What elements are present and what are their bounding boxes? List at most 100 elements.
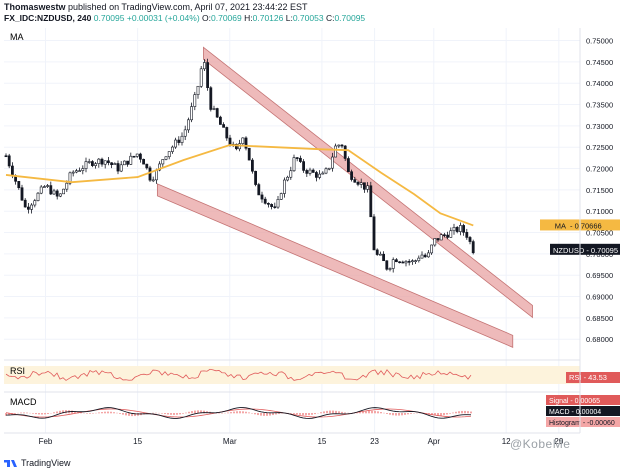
macd-histogram-bar bbox=[368, 410, 370, 414]
macd-histogram-bar bbox=[365, 411, 367, 414]
candle-body bbox=[219, 116, 222, 125]
macd-histogram-bar bbox=[110, 411, 112, 414]
candle-body bbox=[209, 87, 213, 110]
candle-body bbox=[318, 173, 322, 178]
candle-body bbox=[36, 192, 40, 201]
candle-body bbox=[321, 172, 325, 175]
candle-body bbox=[206, 62, 210, 88]
publish-info: published on TradingView.com, April 07, … bbox=[68, 2, 308, 12]
macd-histogram-bar bbox=[326, 410, 328, 414]
macd-histogram-bar bbox=[56, 411, 58, 414]
candle-body bbox=[295, 157, 299, 159]
candle-body bbox=[222, 124, 226, 128]
candle-body bbox=[353, 179, 357, 183]
y-tick-label: 0.71500 bbox=[586, 186, 613, 195]
watermark-text: @KobeMe bbox=[510, 437, 571, 451]
x-tick-label: Feb bbox=[39, 437, 53, 446]
macd-histogram-bar bbox=[437, 413, 439, 416]
macd-histogram-bar bbox=[182, 413, 184, 414]
candle-body bbox=[139, 153, 142, 160]
symbol-header: FX_IDC:NZDUSD, 240 0.70095 +0.00031 (+0.… bbox=[4, 13, 365, 23]
high-label: H: bbox=[244, 13, 253, 23]
tradingview-brand: TradingView bbox=[21, 458, 71, 468]
candle-body bbox=[58, 193, 62, 197]
macd-histogram-bar bbox=[200, 410, 202, 414]
macd-histogram-bar bbox=[35, 413, 37, 415]
tradingview-logo[interactable]: TradingView bbox=[4, 458, 71, 468]
y-tick-label: 0.72000 bbox=[586, 165, 613, 174]
candle-body bbox=[286, 176, 290, 181]
candle-body bbox=[167, 151, 171, 158]
candle-body bbox=[119, 164, 123, 172]
last-price-tag bbox=[550, 243, 620, 255]
candle-body bbox=[276, 199, 280, 208]
candle-body bbox=[311, 169, 315, 173]
candle-body bbox=[302, 161, 306, 171]
macd-histogram-bar bbox=[254, 413, 256, 415]
rsi-line bbox=[5, 368, 472, 381]
macd-histogram-bar bbox=[371, 410, 373, 414]
candle-body bbox=[417, 257, 421, 261]
candle-body bbox=[350, 171, 354, 180]
tradingview-icon bbox=[4, 459, 17, 467]
macd-histogram-bar bbox=[386, 413, 388, 414]
candle-body bbox=[426, 252, 430, 258]
candle-body bbox=[11, 165, 14, 176]
candle-body bbox=[241, 137, 245, 144]
x-tick-label: 15 bbox=[133, 437, 142, 446]
macd-histogram-bar bbox=[14, 413, 16, 414]
macd-histogram-bar bbox=[464, 410, 466, 414]
candle-body bbox=[471, 241, 475, 254]
candle-body bbox=[110, 162, 114, 165]
candle-body bbox=[257, 184, 261, 196]
low-value: 0.70053 bbox=[292, 13, 324, 23]
candle-body bbox=[327, 167, 331, 170]
lower-channel-band[interactable] bbox=[156, 183, 514, 348]
candle-body bbox=[270, 204, 274, 207]
macd-histogram-bar bbox=[299, 413, 301, 415]
candle-body bbox=[439, 234, 443, 241]
candle-body bbox=[404, 261, 408, 264]
candle-body bbox=[94, 163, 98, 166]
x-tick-label: 15 bbox=[317, 437, 326, 446]
candle-body bbox=[359, 182, 363, 185]
macd-histogram-bar bbox=[407, 413, 409, 415]
y-tick-label: 0.73500 bbox=[586, 101, 613, 110]
candle-body bbox=[103, 160, 107, 165]
macd-histogram-bar bbox=[275, 413, 277, 415]
macd-histogram-bar bbox=[32, 413, 34, 414]
macd-histogram-bar bbox=[92, 413, 94, 414]
candle-body bbox=[334, 145, 338, 158]
candle-body bbox=[337, 144, 341, 147]
candle-body bbox=[142, 158, 146, 165]
candle-body bbox=[391, 259, 395, 269]
candle-body bbox=[148, 167, 152, 181]
macd-histogram-bar bbox=[320, 412, 322, 414]
candle-body bbox=[84, 161, 88, 169]
macd-histogram-bar bbox=[197, 410, 199, 414]
y-tick-label: 0.68000 bbox=[586, 335, 613, 344]
macd-histogram-bar bbox=[125, 413, 127, 416]
candle-body bbox=[455, 227, 459, 232]
macd-histogram-bar bbox=[113, 412, 115, 414]
candle-body bbox=[289, 170, 293, 178]
candle-body bbox=[266, 203, 270, 205]
candle-body bbox=[225, 127, 229, 139]
x-tick-label: Apr bbox=[428, 437, 441, 446]
macd-histogram-bar bbox=[236, 411, 238, 414]
candle-body bbox=[158, 163, 162, 171]
macd-histogram-bar bbox=[101, 412, 103, 414]
macd-histogram-bar bbox=[194, 410, 196, 414]
candle-body bbox=[135, 153, 139, 157]
macd-histogram-bar bbox=[398, 413, 400, 416]
candle-body bbox=[199, 68, 203, 87]
macd-histogram-bar bbox=[266, 413, 268, 416]
macd-histogram-bar bbox=[338, 411, 340, 414]
macd-histogram-bar bbox=[392, 413, 394, 416]
candle-body bbox=[423, 254, 427, 258]
candle-body bbox=[26, 206, 30, 210]
candle-body bbox=[282, 179, 286, 194]
candle-body bbox=[414, 260, 418, 262]
macd-histogram-bar bbox=[191, 411, 193, 414]
